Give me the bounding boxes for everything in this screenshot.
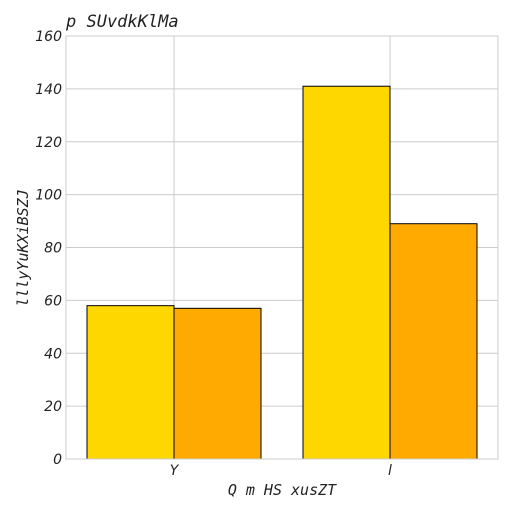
y-tick-label: 20	[44, 399, 62, 415]
y-tick-label: 140	[35, 82, 62, 98]
y-tick-label: 60	[44, 293, 62, 309]
y-tick-label: 0	[53, 452, 62, 468]
bar-Y-series-2	[173, 307, 262, 460]
x-tick-label: Y	[170, 463, 180, 479]
bar-Y-series-1	[86, 305, 175, 460]
chart-title: p SUvdkKlMa	[65, 12, 179, 32]
y-tick-label: 120	[35, 135, 62, 151]
bars	[86, 85, 478, 460]
y-axis-label: lllyYuKXiBSZJ	[14, 189, 32, 306]
y-tick-label: 100	[35, 188, 62, 204]
y-axis-ticks: 0 20 40 60 80 100 120 140 160	[35, 29, 62, 468]
x-tick-label: l	[388, 463, 392, 479]
y-tick-label: 80	[44, 241, 62, 257]
y-tick-label: 40	[44, 346, 62, 362]
y-tick-label: 160	[35, 29, 62, 45]
x-axis-label: Q m HS xusZT	[228, 481, 337, 499]
bar-l-series-2	[389, 223, 478, 460]
plot-frame	[65, 35, 499, 460]
bar-l-series-1	[302, 85, 391, 460]
